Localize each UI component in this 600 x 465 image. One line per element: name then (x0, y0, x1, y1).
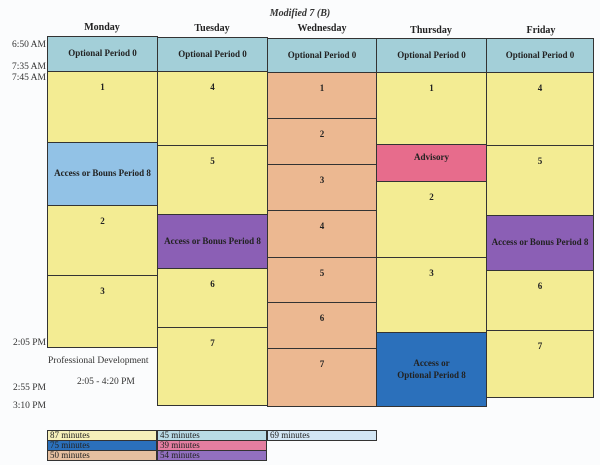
legend-69-minutes: 69 minutes (267, 430, 377, 441)
legend-50-minutes: 50 minutes (47, 450, 157, 461)
thursday-access-optional-period-8: Access or Optional Period 8 (376, 332, 487, 407)
monday-period-3: 3 (47, 275, 158, 348)
thursday-period-1: 1 (376, 72, 487, 145)
wednesday-period-2: 2 (267, 118, 377, 165)
friday-period-4: 4 (486, 72, 594, 146)
day-header-wednesday: Wednesday (297, 23, 347, 34)
day-header-thursday: Thursday (410, 25, 452, 36)
professional-development-time: 2:05 - 4:20 PM (77, 377, 135, 387)
monday-period-1: 1 (47, 71, 158, 143)
tuesday-period-7: 7 (157, 327, 268, 406)
time-label: 7:35 AM (11, 62, 46, 72)
time-label: 2:55 PM (13, 383, 46, 393)
monday-period-2: 2 (47, 205, 158, 276)
time-label: 7:45 AM (11, 73, 46, 83)
optional-period-tuesday: Optional Period 0 (157, 37, 268, 72)
professional-development-label: Professional Development (48, 356, 149, 366)
legend-54-minutes: 54 minutes (157, 450, 267, 461)
schedule-title: Modified 7 (B) (269, 8, 331, 19)
wednesday-period-3: 3 (267, 164, 377, 211)
friday-period-6: 6 (486, 270, 594, 331)
day-header-monday: Monday (84, 22, 120, 33)
friday-period-5: 5 (486, 145, 594, 216)
optional-period-monday: Optional Period 0 (47, 36, 158, 72)
thursday-period-2: 2 (376, 181, 487, 258)
tuesday-period-5: 5 (157, 145, 268, 215)
time-label: 2:05 PM (13, 338, 46, 348)
thursday-advisory: Advisory (376, 144, 487, 182)
tuesday-period-4: 4 (157, 71, 268, 146)
friday-period-7: 7 (486, 330, 594, 398)
thursday-period-3: 3 (376, 257, 487, 333)
tuesday-access-bonus-period-8: Access or Bonus Period 8 (157, 214, 268, 269)
day-header-friday: Friday (526, 25, 556, 36)
friday-access-bonus-period-8: Access or Bonus Period 8 (486, 215, 594, 271)
wednesday-period-6: 6 (267, 302, 377, 349)
wednesday-period-4: 4 (267, 210, 377, 258)
wednesday-period-5: 5 (267, 257, 377, 303)
tuesday-period-6: 6 (157, 268, 268, 328)
wednesday-period-7: 7 (267, 348, 377, 407)
time-label: 6:50 AM (11, 40, 46, 50)
optional-period-friday: Optional Period 0 (486, 38, 594, 73)
day-header-tuesday: Tuesday (194, 23, 230, 34)
monday-access-period-8: Access or Bouns Period 8 (47, 142, 158, 206)
wednesday-period-1: 1 (267, 72, 377, 119)
optional-period-thursday: Optional Period 0 (376, 38, 487, 73)
optional-period-wednesday: Optional Period 0 (267, 38, 377, 73)
time-label: 3:10 PM (13, 401, 46, 411)
